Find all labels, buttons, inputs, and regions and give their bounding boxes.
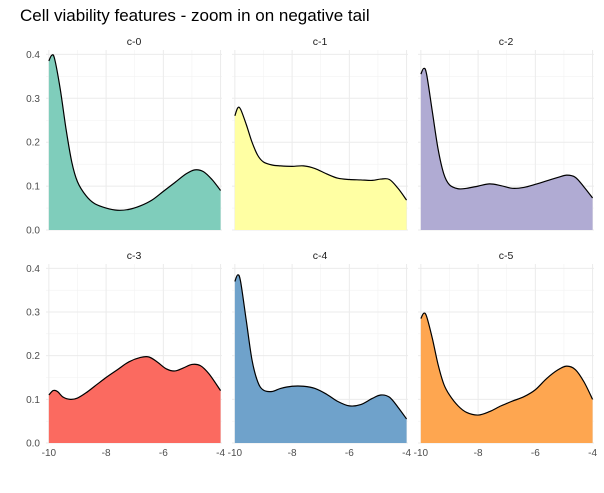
y-tick-label: 0.2 [26, 351, 40, 362]
density-area-c-0 [48, 54, 221, 230]
facet-panel-c-3: c-3 0.0 0.1 0.2 0.3 0.4 -10 -8 -6 -4 [26, 250, 225, 459]
facet-grid: c-0 0.0 0.1 0.2 0.3 0.4 c-1 c-2 c-3 0.0 0.1 0.2 0.3 0… [26, 36, 597, 459]
facet-strip-label: c-3 [127, 250, 142, 262]
x-tick-label: -8 [288, 448, 297, 459]
facet-strip-label: c-2 [499, 36, 514, 48]
x-tick-label: -4 [216, 448, 225, 459]
x-tick-label: -8 [474, 448, 483, 459]
chart-title: Cell viability features - zoom in on neg… [20, 6, 370, 25]
facet-strip-label: c-4 [313, 250, 328, 262]
x-tick-label: -6 [531, 448, 540, 459]
density-line-c-4 [234, 274, 408, 420]
density-line-c-5 [420, 312, 594, 416]
density-line-c-3 [48, 355, 222, 400]
density-area-c-1 [234, 107, 407, 230]
facet-panel-c-4: c-4 -10 -8 -6 -4 [228, 250, 412, 459]
facet-panel-c-2: c-2 [418, 36, 594, 231]
y-tick-label: 0.1 [26, 182, 40, 193]
y-tick-label: 0.1 [26, 395, 40, 406]
density-area-c-5 [420, 313, 593, 443]
density-line-c-2 [420, 67, 594, 199]
y-tick-label: 0.3 [26, 308, 40, 319]
y-tick-label: 0.0 [26, 439, 40, 450]
y-tick-label: 0.3 [26, 94, 40, 105]
density-line-c-0 [48, 54, 222, 211]
density-area-c-2 [420, 68, 593, 231]
x-tick-label: -4 [588, 448, 597, 459]
facet-panel-c-1: c-1 [232, 36, 408, 231]
facet-strip-label: c-5 [499, 250, 514, 262]
y-tick-label: 0.4 [26, 264, 40, 275]
x-tick-label: -10 [42, 448, 57, 459]
y-tick-label: 0.4 [26, 50, 40, 61]
density-area-c-4 [234, 274, 407, 443]
x-tick-label: -10 [414, 448, 429, 459]
x-tick-label: -6 [159, 448, 168, 459]
facet-panel-c-0: c-0 0.0 0.1 0.2 0.3 0.4 [26, 36, 222, 237]
x-tick-label: -10 [228, 448, 243, 459]
x-tick-label: -8 [102, 448, 111, 459]
x-tick-label: -4 [402, 448, 411, 459]
density-area-c-3 [48, 356, 221, 443]
density-line-c-1 [234, 106, 408, 201]
facet-strip-label: c-0 [127, 36, 142, 48]
facet-panel-c-5: c-5 -10 -8 -6 -4 [414, 250, 598, 459]
x-tick-label: -6 [345, 448, 354, 459]
y-tick-label: 0.2 [26, 138, 40, 149]
y-tick-label: 0.0 [26, 226, 40, 237]
facet-strip-label: c-1 [313, 36, 328, 48]
